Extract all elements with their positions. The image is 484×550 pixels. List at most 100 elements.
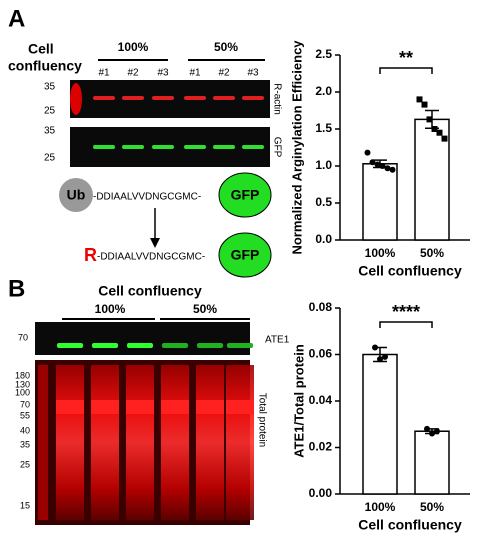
data-point — [389, 166, 396, 173]
lane-label: #2 — [218, 68, 230, 79]
lane-label: #3 — [247, 68, 259, 79]
ub-circle — [59, 178, 93, 212]
x-tick-label: 50% — [420, 500, 444, 514]
blot-label: Total protein — [256, 393, 267, 447]
data-point — [377, 356, 383, 363]
panel-label: A — [8, 5, 25, 32]
band — [161, 400, 189, 414]
blot-label: ATE1 — [265, 335, 290, 346]
band — [184, 96, 206, 100]
band — [184, 145, 206, 149]
band — [242, 96, 264, 100]
data-point — [436, 129, 443, 136]
gfp-label: GFP — [231, 247, 260, 263]
y-tick-label: 0.08 — [309, 300, 333, 314]
band — [227, 343, 253, 348]
y-tick-label: 1.5 — [315, 121, 332, 135]
ub-label: Ub — [67, 187, 86, 203]
group-label: 50% — [214, 40, 238, 54]
mw-marker: 40 — [20, 425, 30, 435]
band — [122, 96, 144, 100]
lane — [226, 365, 254, 520]
peptide: -DDIAALVVDNGCGMC- — [97, 252, 205, 263]
band — [127, 343, 153, 348]
band — [213, 96, 235, 100]
data-point — [369, 159, 376, 166]
confluency-label: confluency — [8, 58, 82, 74]
band — [162, 343, 188, 348]
y-axis-label: ATE1/Total protein — [291, 344, 306, 458]
band — [57, 343, 83, 348]
data-point — [434, 428, 440, 435]
data-point — [426, 116, 433, 123]
mw-marker: 25 — [44, 106, 56, 117]
y-tick-label: 0.5 — [315, 195, 332, 209]
gfp — [218, 232, 272, 278]
band — [197, 343, 223, 348]
lane — [161, 365, 189, 520]
lane-label: #3 — [157, 68, 169, 79]
bar — [362, 163, 398, 241]
mw-marker: 25 — [44, 153, 56, 164]
data-point — [379, 163, 386, 169]
lane — [126, 365, 154, 520]
significance-bracket — [379, 321, 433, 328]
band — [126, 400, 154, 414]
confluency-label: Cell — [28, 41, 54, 57]
data-point — [441, 135, 448, 142]
marker-ladder — [38, 365, 48, 520]
lane — [56, 365, 84, 520]
data-point — [372, 344, 378, 351]
band — [213, 145, 235, 149]
x-tick-label: 100% — [365, 246, 396, 260]
data-point — [416, 96, 423, 103]
gfp-label: GFP — [231, 187, 260, 203]
y-tick-label: 1.0 — [315, 158, 332, 172]
mw-marker: 55 — [20, 410, 30, 420]
band — [226, 400, 254, 414]
band — [93, 96, 115, 100]
gfp — [218, 172, 272, 218]
lane — [91, 365, 119, 520]
band — [122, 145, 144, 149]
data-point — [374, 161, 381, 168]
y-tick-label: 0.06 — [309, 347, 333, 361]
mw-marker: 35 — [44, 126, 56, 137]
significance: ** — [399, 48, 413, 68]
band — [91, 400, 119, 414]
mw-marker: 70 — [18, 332, 28, 342]
band — [242, 145, 264, 149]
mw-marker: 25 — [20, 459, 30, 469]
x-axis-label: Cell confluency — [358, 517, 462, 533]
data-point — [421, 101, 428, 108]
data-point — [364, 149, 371, 156]
y-tick-label: 0.04 — [309, 393, 333, 407]
x-tick-label: 100% — [365, 500, 396, 514]
mw-marker: 180 — [15, 370, 30, 380]
lane-label: #1 — [189, 68, 201, 79]
mw-marker: 35 — [20, 439, 30, 449]
group-label: 100% — [118, 40, 149, 54]
data-point — [384, 165, 391, 172]
significance-bracket — [379, 67, 433, 74]
panel-label: B — [8, 275, 25, 302]
data-point — [382, 353, 388, 360]
bar — [362, 353, 398, 495]
y-tick-label: 0.0 — [315, 232, 332, 246]
data-point — [429, 430, 435, 437]
y-tick-label: 2.5 — [315, 47, 332, 61]
y-axis-label: Normalized Arginylation Efficiency — [289, 40, 304, 255]
bar — [414, 430, 450, 495]
blot — [35, 322, 250, 355]
x-tick-label: 50% — [420, 246, 444, 260]
y-tick-label: 0.02 — [309, 440, 333, 454]
y-tick-label: 0.00 — [309, 486, 333, 500]
band — [93, 145, 115, 149]
group-label: 50% — [193, 302, 217, 316]
marker-ladder — [70, 83, 82, 115]
x-axis-label: Cell confluency — [358, 263, 462, 279]
y-tick-label: 2.0 — [315, 84, 332, 98]
mw-marker: 15 — [20, 500, 30, 510]
blot-label: R-actin — [271, 83, 282, 115]
